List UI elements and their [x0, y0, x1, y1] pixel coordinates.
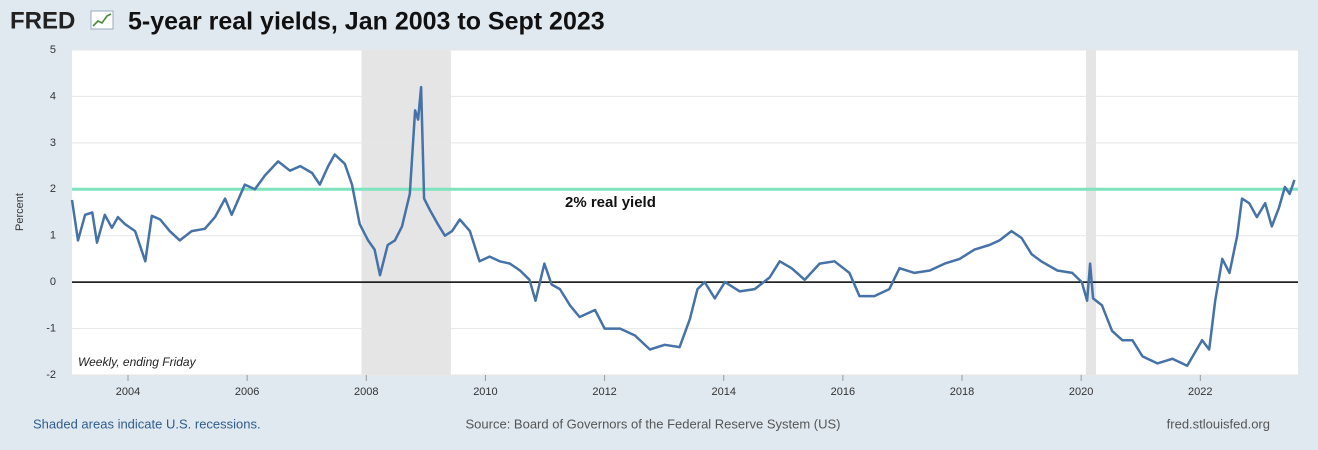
x-tick-label: 2014 [711, 386, 735, 398]
x-tick-label: 2004 [116, 386, 140, 398]
note: Weekly, ending Friday [78, 355, 197, 369]
x-tick-label: 2010 [473, 386, 497, 398]
logo-icon [90, 10, 114, 30]
y-tick-label: 1 [50, 230, 56, 242]
x-tick-label: 2018 [950, 386, 974, 398]
x-tick-label: 2022 [1188, 386, 1212, 398]
y-tick-label: 3 [50, 137, 56, 149]
y-tick-label: 4 [50, 90, 56, 102]
x-tick-label: 2008 [354, 386, 378, 398]
footer-center: Source: Board of Governors of the Federa… [466, 416, 841, 431]
x-tick-label: 2020 [1069, 386, 1093, 398]
series-line [70, 85, 1296, 367]
x-tick-label: 2012 [592, 386, 616, 398]
y-tick-label: 2 [50, 183, 56, 195]
x-tick-label: 2016 [831, 386, 855, 398]
y-tick-label: 0 [50, 276, 56, 288]
y-tick-label: -1 [46, 322, 56, 334]
footer-right: fred.stlouisfed.org [1167, 416, 1270, 431]
recession-shade [1085, 50, 1097, 375]
y-tick-label: 5 [50, 44, 56, 56]
footer-left: Shaded areas indicate U.S. recessions. [33, 416, 261, 431]
x-tick-label: 2006 [235, 386, 259, 398]
y-tick-label: -2 [46, 369, 56, 381]
logo: FRED [10, 7, 75, 34]
annotation: 2% real yield [565, 194, 656, 211]
plot-area [72, 50, 1298, 375]
y-axis-label: Percent [14, 193, 26, 231]
chart-title: 5-year real yields, Jan 2003 to Sept 202… [128, 8, 605, 36]
